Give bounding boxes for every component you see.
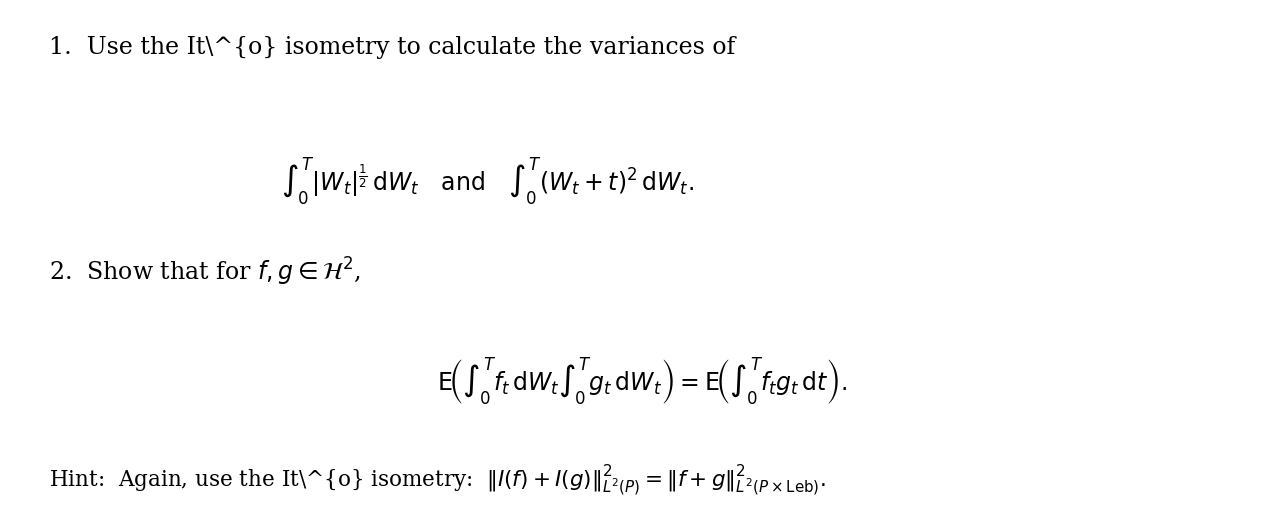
Text: $\int_0^T |W_t|^{\frac{1}{2}} \, \mathrm{d}W_t \quad \text{and} \quad \int_0^T (: $\int_0^T |W_t|^{\frac{1}{2}} \, \mathrm…	[281, 156, 695, 207]
Text: 2.  Show that for $f, g \in \mathcal{H}^2$,: 2. Show that for $f, g \in \mathcal{H}^2…	[49, 256, 361, 288]
Text: 1.  Use the It\^{o} isometry to calculate the variances of: 1. Use the It\^{o} isometry to calculate…	[49, 36, 734, 59]
Text: Hint:  Again, use the It\^{o} isometry:  $\|I(f) + I(g)\|^2_{L^2(P)} = \|f + g\|: Hint: Again, use the It\^{o} isometry: $…	[49, 463, 826, 500]
Text: $\mathrm{E}\!\left(\int_0^T f_t \, \mathrm{d}W_t \int_0^T g_t \, \mathrm{d}W_t\r: $\mathrm{E}\!\left(\int_0^T f_t \, \math…	[437, 356, 847, 407]
